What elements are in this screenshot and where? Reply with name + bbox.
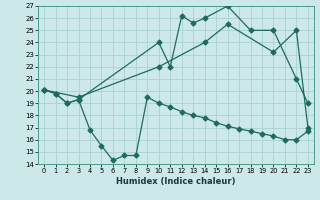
X-axis label: Humidex (Indice chaleur): Humidex (Indice chaleur) bbox=[116, 177, 236, 186]
